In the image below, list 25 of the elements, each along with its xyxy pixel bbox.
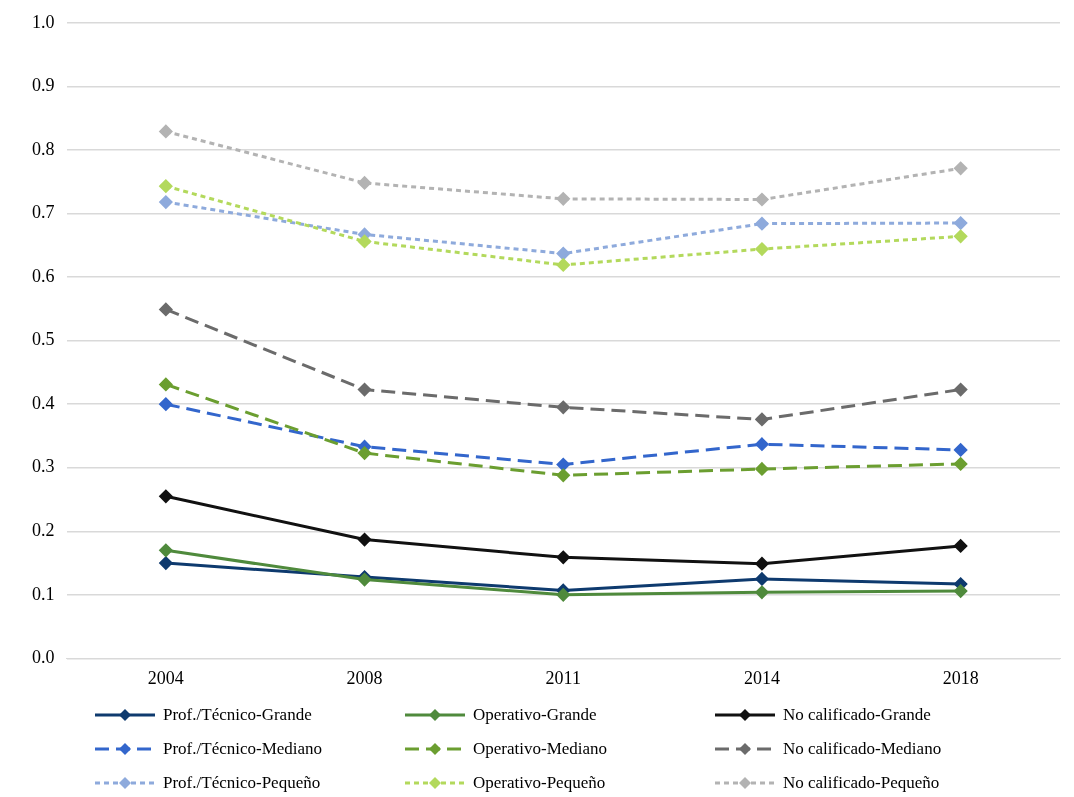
y-tick-label: 0.4 bbox=[32, 392, 55, 413]
y-tick-label: 1.0 bbox=[32, 11, 55, 32]
legend-label: Prof./Técnico-Grande bbox=[163, 705, 312, 725]
legend-label: No calificado-Grande bbox=[783, 705, 931, 725]
legend-label: No calificado-Mediano bbox=[783, 739, 942, 759]
y-tick-label: 0.6 bbox=[32, 265, 55, 286]
legend-label: Prof./Técnico-Pequeño bbox=[163, 773, 321, 793]
y-tick-label: 0.1 bbox=[32, 583, 55, 604]
x-tick-label: 2004 bbox=[147, 667, 184, 688]
legend-label: Operativo-Grande bbox=[473, 705, 597, 725]
x-tick-label: 2008 bbox=[346, 667, 383, 688]
x-tick-label: 2014 bbox=[743, 667, 780, 688]
y-tick-label: 0.8 bbox=[32, 138, 55, 159]
y-tick-label: 0.9 bbox=[32, 75, 55, 96]
legend-label: No calificado-Pequeño bbox=[783, 773, 940, 793]
legend-label: Operativo-Pequeño bbox=[473, 773, 606, 793]
x-tick-label: 2018 bbox=[942, 667, 979, 688]
y-tick-label: 0.7 bbox=[32, 202, 55, 223]
legend-label: Prof./Técnico-Mediano bbox=[163, 739, 323, 759]
x-tick-label: 2011 bbox=[545, 667, 581, 688]
y-tick-label: 0.3 bbox=[32, 456, 55, 477]
y-tick-label: 0.2 bbox=[32, 520, 55, 541]
legend-label: Operativo-Mediano bbox=[473, 739, 608, 759]
y-tick-label: 0.5 bbox=[32, 329, 55, 350]
y-tick-label: 0.0 bbox=[32, 647, 55, 668]
